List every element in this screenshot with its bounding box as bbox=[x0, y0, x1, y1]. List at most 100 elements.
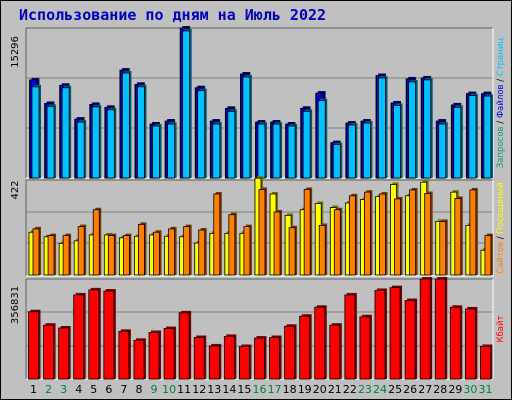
bar-top-pages-14 bbox=[227, 109, 237, 179]
bar-bottom-kbytes-31 bbox=[480, 344, 493, 380]
x-tick-label-3: 3 bbox=[60, 383, 67, 396]
bar-middle-sites-23-body bbox=[364, 191, 371, 276]
bar-bottom-kbytes-3-body bbox=[58, 327, 70, 380]
bar-middle-sites-22 bbox=[348, 193, 358, 276]
x-tick-label-23: 23 bbox=[358, 383, 372, 396]
bar-top-pages-27-body bbox=[423, 79, 432, 179]
bar-top-pages-12-body bbox=[197, 90, 206, 179]
bar-top-pages-11 bbox=[182, 28, 192, 179]
x-tick-label-11: 11 bbox=[177, 383, 191, 396]
x-tick-label-12: 12 bbox=[192, 383, 206, 396]
bar-bottom-kbytes-13-body bbox=[208, 345, 220, 380]
bar-top-pages-2 bbox=[46, 104, 57, 179]
bar-bottom-kbytes-16 bbox=[254, 336, 267, 380]
bar-bottom-kbytes-8-body bbox=[133, 339, 145, 380]
bar-bottom-kbytes-11-body bbox=[178, 312, 190, 380]
bar-bottom-kbytes-27-body bbox=[419, 278, 431, 380]
legend-middle: Сайтов / Посещений bbox=[496, 182, 506, 273]
bar-middle-sites-28-body bbox=[439, 221, 447, 276]
x-tick-label-16: 16 bbox=[253, 383, 267, 396]
y-max-label-bottom: 356831 bbox=[10, 286, 21, 324]
x-tick-label-22: 22 bbox=[343, 383, 357, 396]
bar-bottom-kbytes-15 bbox=[239, 344, 252, 380]
bar-top-pages-9 bbox=[152, 124, 162, 179]
bar-bottom-kbytes-28 bbox=[434, 277, 448, 380]
bar-bottom-kbytes-4 bbox=[73, 292, 86, 380]
legend-entry-middle-1: / bbox=[496, 234, 506, 242]
bar-top-pages-3 bbox=[61, 85, 72, 179]
bar-bottom-kbytes-21-body bbox=[329, 324, 341, 380]
bar-bottom-kbytes-15-body bbox=[239, 346, 250, 380]
bar-middle-sites-27 bbox=[424, 191, 433, 276]
bar-middle-sites-30 bbox=[469, 187, 478, 276]
bar-middle-sites-17-body bbox=[273, 211, 281, 276]
bar-middle-sites-25 bbox=[394, 196, 403, 276]
bar-top-pages-16-body bbox=[257, 123, 266, 179]
bar-bottom-kbytes-13 bbox=[208, 343, 222, 380]
bar-middle-sites-19 bbox=[303, 187, 313, 276]
x-tick-label-2: 2 bbox=[45, 383, 52, 396]
bar-middle-sites-21-body bbox=[333, 209, 341, 276]
bar-top-pages-5-body bbox=[91, 106, 100, 179]
bar-middle-sites-14-body bbox=[228, 214, 236, 276]
bar-top-pages-4-body bbox=[76, 121, 85, 179]
bar-bottom-kbytes-9 bbox=[148, 330, 162, 380]
bar-top-pages-5 bbox=[91, 104, 102, 179]
bar-top-pages-21 bbox=[332, 142, 343, 179]
legend-bottom: Кбайт bbox=[496, 315, 506, 342]
x-tick-label-15: 15 bbox=[237, 383, 251, 396]
bar-middle-sites-7 bbox=[122, 233, 132, 276]
bar-middle-sites-29-body bbox=[454, 198, 462, 276]
bar-middle-sites-17 bbox=[273, 209, 283, 276]
bar-middle-sites-9-body bbox=[153, 231, 160, 276]
bar-top-pages-18 bbox=[287, 124, 298, 179]
bar-bottom-kbytes-29-body bbox=[449, 306, 461, 380]
bar-top-pages-26-body bbox=[408, 81, 417, 179]
bar-bottom-kbytes-5 bbox=[88, 287, 101, 380]
bar-bottom-kbytes-3 bbox=[58, 325, 71, 380]
bar-bottom-kbytes-17 bbox=[269, 335, 282, 380]
bar-middle-sites-13-body bbox=[213, 193, 221, 276]
bar-top-pages-17-body bbox=[272, 123, 281, 179]
x-tick-label-29: 29 bbox=[448, 383, 462, 396]
bar-top-pages-28-body bbox=[438, 123, 447, 179]
bar-bottom-kbytes-6-body bbox=[103, 290, 115, 380]
bar-bottom-kbytes-25 bbox=[389, 285, 403, 380]
bar-top-pages-25 bbox=[393, 103, 403, 179]
bar-top-pages-31 bbox=[483, 94, 493, 179]
legend-entry-middle-2: Посещений bbox=[496, 182, 506, 233]
bar-middle-sites-16-body bbox=[258, 189, 266, 276]
bar-middle-sites-2 bbox=[47, 233, 57, 276]
legend-entry-top-1: / bbox=[496, 118, 506, 126]
bar-bottom-kbytes-1 bbox=[28, 309, 41, 380]
bar-middle-sites-15 bbox=[243, 224, 252, 276]
x-tick-label-7: 7 bbox=[120, 383, 127, 396]
bar-middle-sites-29 bbox=[454, 196, 463, 276]
bar-bottom-kbytes-18 bbox=[284, 324, 297, 380]
bar-top-pages-7-body bbox=[121, 72, 130, 179]
bar-bottom-kbytes-8 bbox=[133, 338, 146, 380]
bar-bottom-kbytes-28-body bbox=[434, 278, 446, 380]
bar-middle-sites-14 bbox=[228, 212, 237, 276]
bar-top-pages-9-body bbox=[152, 125, 160, 179]
bar-top-pages-8 bbox=[137, 84, 147, 179]
bar-middle-sites-26-body bbox=[409, 189, 417, 276]
bar-bottom-kbytes-18-body bbox=[284, 325, 295, 380]
bar-middle-sites-31-body bbox=[484, 235, 492, 276]
x-tick-label-19: 19 bbox=[298, 383, 312, 396]
bar-top-pages-3-body bbox=[61, 87, 70, 179]
bar-top-pages-21-body bbox=[332, 144, 341, 179]
bar-top-pages-28 bbox=[438, 122, 448, 179]
bar-top-pages-13-body bbox=[212, 123, 221, 179]
x-tick-label-14: 14 bbox=[222, 383, 236, 396]
x-tick-label-9: 9 bbox=[151, 383, 158, 396]
bar-middle-sites-4 bbox=[77, 224, 87, 276]
x-tick-label-21: 21 bbox=[328, 383, 342, 396]
bar-middle-sites-28 bbox=[439, 219, 448, 276]
x-tick-label-17: 17 bbox=[268, 383, 282, 396]
bar-bottom-kbytes-5-body bbox=[88, 289, 100, 380]
legend-top: Запросов / Файлов / Страниц bbox=[496, 38, 506, 169]
bar-bottom-kbytes-4-body bbox=[73, 294, 85, 380]
x-tick-label-8: 8 bbox=[135, 383, 142, 396]
